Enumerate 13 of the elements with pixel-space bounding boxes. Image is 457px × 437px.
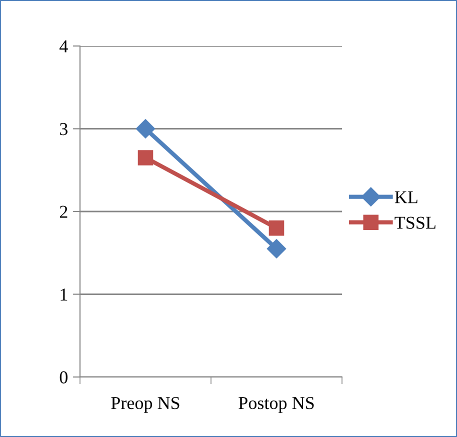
x-tick-label: Postop NS: [238, 397, 314, 413]
point: [138, 150, 154, 166]
y-tick-label: 2: [60, 206, 68, 218]
point: [136, 119, 156, 138]
legend-label: KL: [394, 191, 418, 204]
y-tick-label: 4: [60, 40, 68, 52]
y-tick-label: 0: [60, 371, 68, 384]
y-tick-label: 1: [60, 288, 68, 301]
point: [268, 220, 284, 236]
point: [266, 239, 286, 258]
legend-label: TSSL: [394, 216, 436, 229]
y-tick-label: 3: [60, 123, 68, 136]
x-tick-label: Preop NS: [111, 397, 180, 413]
